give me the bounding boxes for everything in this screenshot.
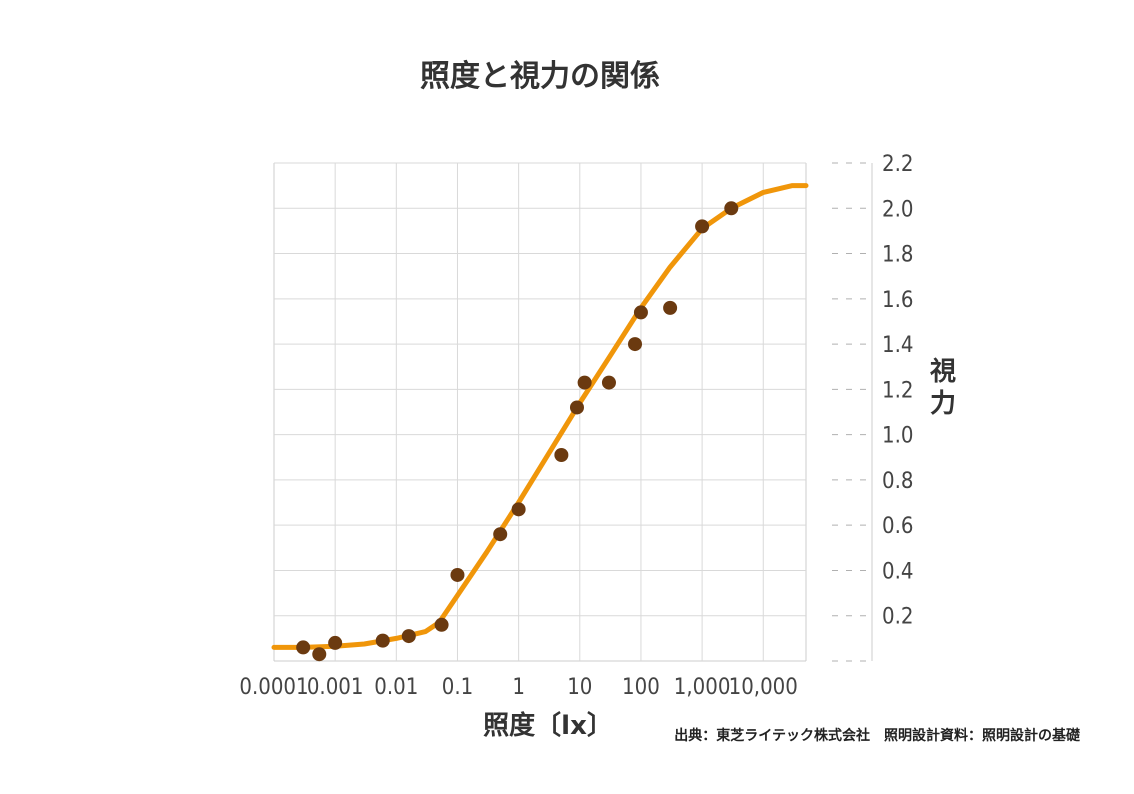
gridlines bbox=[273, 162, 807, 662]
data-point bbox=[695, 219, 710, 234]
y-axis-title-char: 視 bbox=[930, 357, 956, 387]
chart-title: 照度と視力の関係 bbox=[420, 59, 660, 94]
y-tick-label: 1.8 bbox=[882, 243, 913, 268]
x-tick-label: 10 bbox=[567, 675, 592, 700]
data-point bbox=[724, 201, 739, 216]
x-tick-label: 0.0001 bbox=[239, 675, 308, 700]
y-tick-label: 1.0 bbox=[882, 424, 913, 449]
data-point bbox=[493, 527, 508, 542]
trend-line-series bbox=[271, 183, 809, 650]
y-tick-label: 2.0 bbox=[882, 197, 913, 222]
data-point bbox=[577, 375, 592, 390]
data-point bbox=[296, 640, 311, 655]
x-tick-label: 0.01 bbox=[374, 675, 418, 700]
x-tick-label: 1 bbox=[512, 675, 525, 700]
y-tick-label: 0.2 bbox=[882, 605, 913, 630]
data-point bbox=[628, 337, 643, 352]
y-tick-label: 1.4 bbox=[882, 333, 913, 358]
data-point bbox=[312, 647, 327, 662]
x-tick-label: 0.1 bbox=[442, 675, 473, 700]
y-tick-label: 0.6 bbox=[882, 514, 913, 539]
data-point bbox=[663, 300, 678, 315]
data-point-series bbox=[296, 201, 739, 662]
x-tick-label: 1,000 bbox=[674, 675, 731, 700]
y-tick-label: 1.2 bbox=[882, 378, 913, 403]
y-tick-label: 0.8 bbox=[882, 469, 913, 494]
data-point bbox=[375, 633, 390, 648]
data-point bbox=[601, 375, 616, 390]
source-note: 出典：東芝ライテック株式会社 照明設計資料：照明設計の基礎 bbox=[674, 727, 1081, 744]
x-axis-title: 照度〔lx〕 bbox=[483, 710, 613, 741]
data-point bbox=[554, 448, 569, 463]
y-tick-label: 2.2 bbox=[882, 152, 913, 177]
y-axis-ticks: 0.2 0.4 0.6 0.8 1.0 1.2 1.4 1.6 1.8 2.0 2.2 bbox=[832, 152, 913, 662]
y-tick-label: 0.4 bbox=[882, 559, 913, 584]
x-tick-label: 100 bbox=[622, 675, 660, 700]
trend-line bbox=[271, 183, 809, 650]
data-point bbox=[633, 305, 648, 320]
data-point bbox=[328, 635, 343, 650]
data-point bbox=[511, 502, 526, 517]
y-tick-label: 1.6 bbox=[882, 288, 913, 313]
x-tick-label: 10,000 bbox=[729, 675, 798, 700]
data-point bbox=[569, 400, 584, 415]
data-point bbox=[434, 617, 449, 632]
data-point bbox=[401, 629, 416, 644]
x-tick-label: 0.001 bbox=[307, 675, 364, 700]
y-axis-title-char: 力 bbox=[930, 389, 956, 419]
y-axis-title: 視力 bbox=[930, 357, 956, 419]
data-point bbox=[450, 567, 465, 582]
